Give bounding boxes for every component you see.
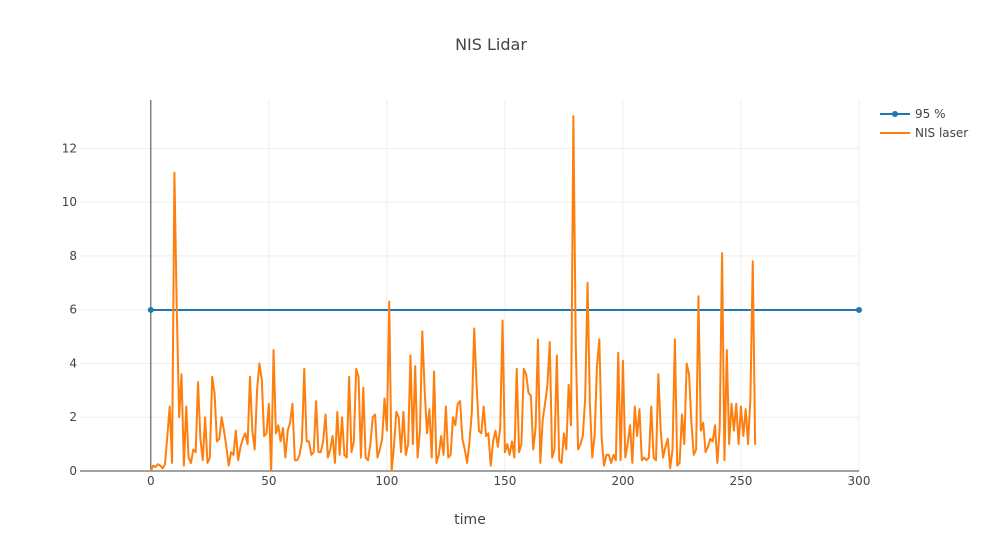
x-tick-label: 50	[261, 474, 276, 488]
series-lines[interactable]	[147, 115, 862, 472]
series-line-1[interactable]	[149, 115, 757, 472]
legend[interactable]: 95 % NIS laser	[880, 107, 968, 140]
y-tick-label: 12	[62, 141, 77, 155]
series-point-0[interactable]	[856, 306, 862, 313]
legend-marker	[892, 111, 898, 117]
y-tick-label: 2	[69, 410, 77, 424]
x-axis-title: time	[454, 512, 486, 528]
y-tick-label: 0	[69, 464, 77, 478]
y-tick-label: 8	[69, 249, 77, 263]
legend-label: 95 %	[915, 107, 946, 121]
tick-labels: 0 50 100 150 200 250 300 0 2 4 6 8 10 12	[62, 141, 871, 488]
x-tick-label: 100	[375, 474, 398, 488]
x-tick-label: 150	[493, 474, 516, 488]
axes	[80, 100, 859, 472]
x-tick-label: 250	[730, 474, 753, 488]
x-tick-label: 200	[611, 474, 634, 488]
x-tick-label: 300	[848, 474, 871, 488]
legend-label: NIS laser	[915, 126, 968, 140]
x-tick-label: 0	[147, 474, 155, 488]
y-tick-label: 10	[62, 195, 77, 209]
legend-item[interactable]: 95 %	[880, 107, 946, 121]
chart-title: NIS Lidar	[455, 35, 527, 54]
legend-item[interactable]: NIS laser	[880, 126, 968, 140]
y-tick-label: 6	[69, 303, 77, 317]
series-point-0[interactable]	[147, 306, 154, 313]
y-tick-label: 4	[69, 356, 77, 370]
